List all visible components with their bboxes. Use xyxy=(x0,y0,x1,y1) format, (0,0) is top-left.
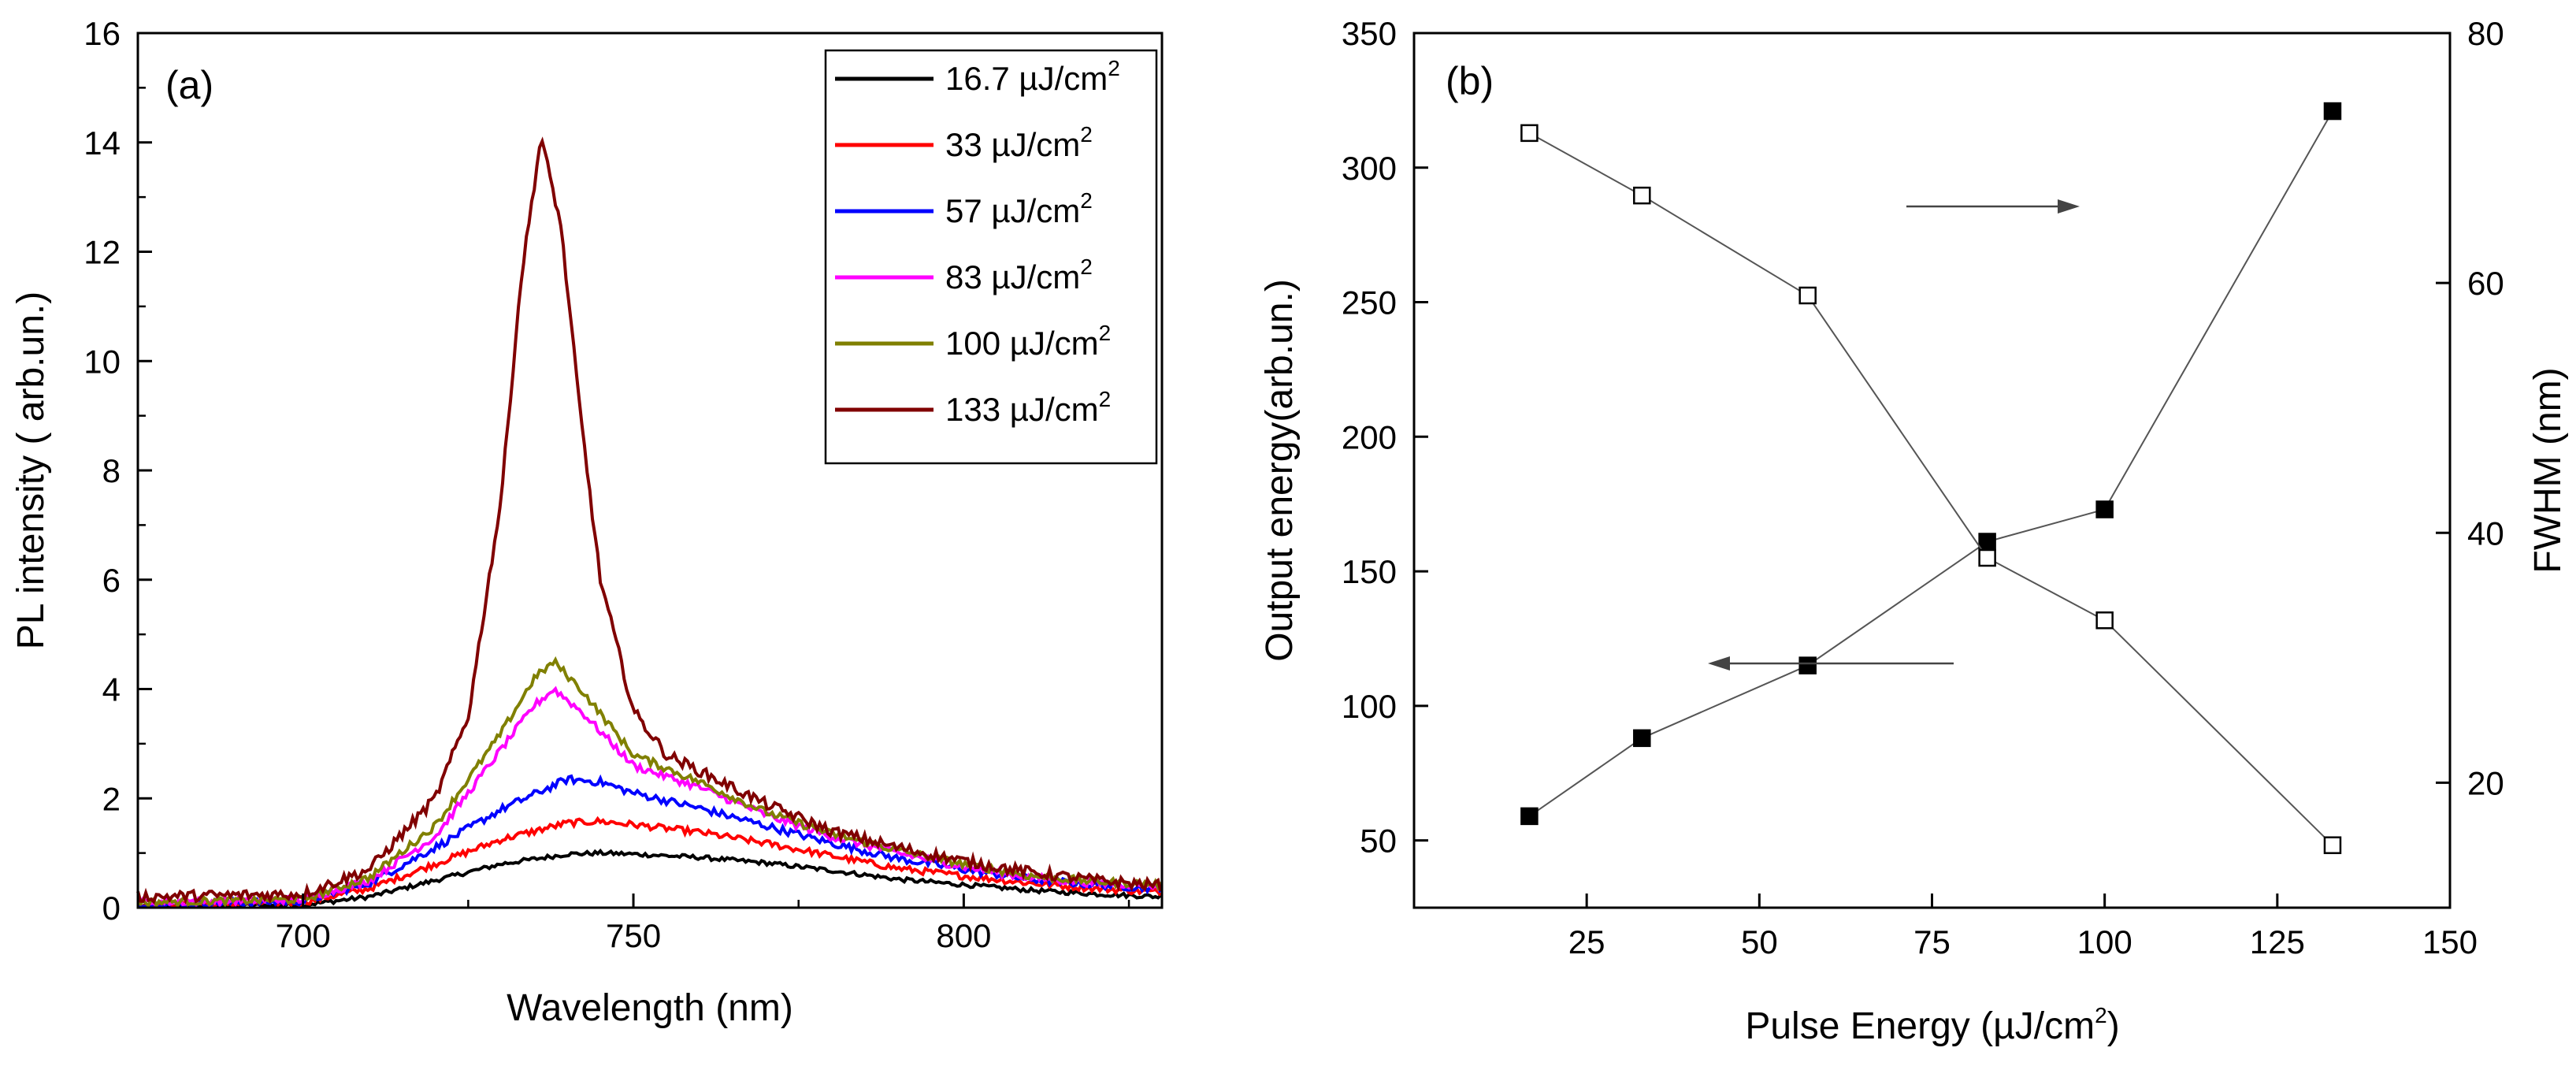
legend-entry: 57 µJ/cm2 xyxy=(945,188,1093,229)
panel-a-y-tick-label: 6 xyxy=(102,562,121,599)
panel-b-x-axis-title-prefix: Pulse Energy ( xyxy=(1745,1005,1993,1047)
fwhm-point-5 xyxy=(2323,836,2342,854)
panel-a-x-ticks: 700 750 800 xyxy=(136,894,1130,954)
panel-b-right-y-axis-title: FWHM (nm) xyxy=(2527,367,2569,573)
panel-b-y-tick-label: 300 xyxy=(1342,150,1397,187)
arrow-right-fwhm-head xyxy=(2058,199,2080,214)
panel-b-y2-tick-label: 40 xyxy=(2467,515,2504,552)
legend-entry-exp: 2 xyxy=(1080,254,1093,279)
legend-entry-exp: 2 xyxy=(1099,387,1112,411)
panel-b-x-tick-label: 100 xyxy=(2077,923,2132,960)
panel-b-x-axis-title: Pulse Energy (µJ/cm2) xyxy=(1745,1003,2119,1047)
series-line-fwhm xyxy=(1528,132,2333,846)
legend-entry: 33 µJ/cm2 xyxy=(945,122,1093,163)
legend-entry-unit: µJ/cm xyxy=(1019,60,1108,97)
panel-b-y-tick-label: 350 xyxy=(1342,15,1397,52)
panel-a-y-axis-title: PL intensity ( arb.un.) xyxy=(10,292,52,649)
panel-b-x-tick-label: 125 xyxy=(2250,923,2305,960)
panel-b-label: (b) xyxy=(1446,59,1494,103)
legend-entry: 133 µJ/cm2 xyxy=(945,387,1111,428)
pl-spectrum-133 xyxy=(136,136,1163,905)
panel-b-x-tick-label: 75 xyxy=(1913,923,1951,960)
legend-entry-exp: 2 xyxy=(1080,188,1093,213)
legend-entry-value: 83 xyxy=(945,258,991,295)
panel-a-pl-spectra: 700 750 800 0 2 4 6 8 10 12 14 16 (a) Wavelength (… xyxy=(10,15,1164,1029)
output-energy-point-0 xyxy=(1520,807,1539,826)
panel-b-y-tick-label: 50 xyxy=(1360,823,1397,860)
panel-b-series xyxy=(1520,102,2342,854)
legend-entry-unit: µJ/cm xyxy=(991,192,1080,229)
fwhm-point-4 xyxy=(2095,611,2114,630)
output-energy-point-3 xyxy=(1978,533,1996,551)
fwhm-point-2 xyxy=(1798,286,1817,305)
arrow-left-output-energy-head xyxy=(1708,656,1730,671)
fwhm-point-3 xyxy=(1978,548,1996,567)
legend-entry: 16.7 µJ/cm2 xyxy=(945,56,1120,97)
panel-b-y-tick-label: 250 xyxy=(1342,284,1397,321)
legend-entry-value: 133 xyxy=(945,391,1010,428)
legend-entry-value: 57 xyxy=(945,192,991,229)
panel-a-label: (a) xyxy=(165,63,213,107)
panel-b-x-tick-label: 50 xyxy=(1741,923,1778,960)
panel-a-y-tick-label: 4 xyxy=(102,671,121,708)
panel-b-right-y-ticks: 20 40 60 80 xyxy=(2436,15,2504,801)
panel-a-y-tick-label: 10 xyxy=(84,343,121,380)
panel-a-y-tick-label: 2 xyxy=(102,780,121,817)
panel-a-x-tick-label: 750 xyxy=(606,917,661,954)
output-energy-point-5 xyxy=(2323,102,2342,121)
panel-b-arrows xyxy=(1708,199,2080,671)
legend-entry-unit: µJ/cm xyxy=(991,258,1080,295)
legend-box xyxy=(824,49,1158,465)
legend-entry-unit: µJ/cm xyxy=(991,126,1080,163)
legend-entry: 100 µJ/cm2 xyxy=(945,321,1111,362)
panel-b-y-tick-label: 200 xyxy=(1342,418,1397,455)
panel-a-y-tick-label: 16 xyxy=(84,15,121,52)
panel-b-y-tick-label: 150 xyxy=(1342,553,1397,590)
panel-b-x-axis-title-suffix: ) xyxy=(2107,1005,2120,1047)
panel-b-left-y-axis-title: Output energy(arb.un.) xyxy=(1259,279,1301,662)
panel-a-y-tick-label: 12 xyxy=(84,234,121,271)
panel-b-x-tick-label: 150 xyxy=(2422,923,2478,960)
legend-entry-exp: 2 xyxy=(1080,122,1093,147)
panel-b-y-tick-label: 100 xyxy=(1342,688,1397,725)
panel-b-x-ticks: 25 50 75 100 125 150 xyxy=(1568,894,2478,960)
panel-a-y-ticks: 0 2 4 6 8 10 12 14 16 xyxy=(84,15,152,927)
legend-entry-exp: 2 xyxy=(1099,321,1112,345)
legend-entry-exp: 2 xyxy=(1108,56,1120,80)
series-line-output-energy xyxy=(1528,110,2333,817)
panel-b-y2-tick-label: 80 xyxy=(2467,15,2504,52)
legend-entry-unit: µJ/cm xyxy=(1010,391,1099,428)
legend-entry-unit: µJ/cm xyxy=(1010,325,1099,362)
pl-spectra-curves xyxy=(136,136,1163,909)
panel-a-x-tick-label: 700 xyxy=(276,917,331,954)
fwhm-point-0 xyxy=(1520,124,1539,143)
panel-b-x-axis-title-exp: 2 xyxy=(2095,1003,2107,1027)
panel-b-y2-tick-label: 60 xyxy=(2467,265,2504,302)
panel-a-y-tick-label: 0 xyxy=(102,890,121,927)
panel-a-x-axis-title: Wavelength (nm) xyxy=(507,987,793,1029)
panel-a-y-tick-label: 14 xyxy=(84,124,121,162)
panel-b-frame xyxy=(1412,32,2452,909)
panel-b-x-tick-label: 25 xyxy=(1568,923,1605,960)
panel-b-output-energy-fwhm: 25 50 75 100 125 150 50 100 150 200 250 300 350 20 4… xyxy=(1259,15,2569,1047)
pl-spectrum-33 xyxy=(137,816,1162,909)
legend-entry-value: 100 xyxy=(945,325,1010,362)
panel-b-y2-tick-label: 20 xyxy=(2467,764,2504,801)
output-energy-point-4 xyxy=(2095,500,2114,518)
legend-entry-value: 16.7 xyxy=(945,60,1019,97)
panel-a-x-tick-label: 800 xyxy=(936,917,991,954)
legend-entry-value: 33 xyxy=(945,126,991,163)
panel-b-x-axis-title-unit: µJ/cm xyxy=(1993,1005,2095,1047)
output-energy-point-2 xyxy=(1798,656,1817,674)
output-energy-point-1 xyxy=(1633,729,1651,748)
fwhm-point-1 xyxy=(1633,186,1651,205)
panel-b-left-y-ticks: 50 100 150 200 250 300 350 xyxy=(1342,15,1428,860)
panel-a-y-tick-label: 8 xyxy=(102,452,121,489)
legend-entry: 83 µJ/cm2 xyxy=(945,254,1093,295)
